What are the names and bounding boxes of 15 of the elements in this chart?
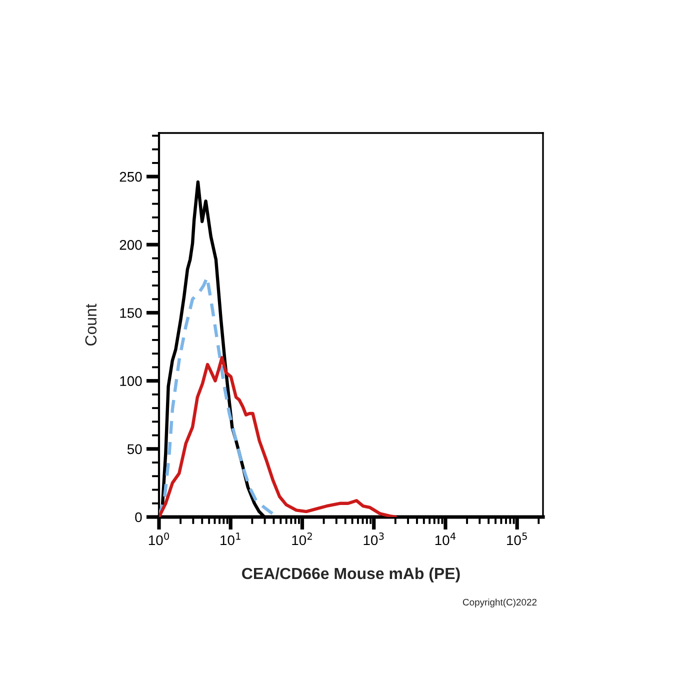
y-tick-label: 150 (120, 308, 142, 318)
x-tick-label: 10$^{0}$ (148, 532, 170, 546)
x-axis-title: CEA/CD66e Mouse mAb (PE) (242, 567, 460, 582)
x-tick-label: 10$^{3}$ (364, 532, 384, 546)
y-axis-title: Count (85, 304, 97, 346)
y-tick-label: 250 (120, 172, 142, 182)
text: Copyright(C)2022 (462, 598, 537, 608)
y-tick-label: 50 (127, 444, 142, 454)
x-tick-label: 10$^{2}$ (292, 532, 312, 546)
y-tick-label: 100 (120, 376, 142, 386)
y-tick-label: 200 (120, 240, 142, 250)
x-tick-label: 10$^{5}$ (507, 532, 527, 546)
x-tick-label: 10$^{4}$ (435, 532, 456, 546)
x-tick-label: 10$^{1}$ (220, 532, 240, 546)
y-tick-label: 0 (135, 512, 142, 522)
